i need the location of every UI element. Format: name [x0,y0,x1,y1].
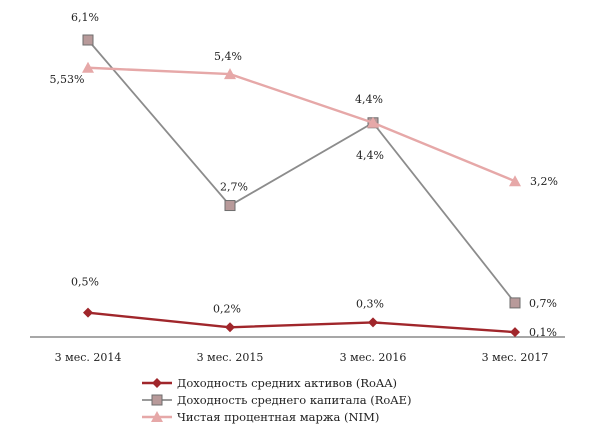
data-point [509,297,521,309]
data-point [368,317,378,328]
series-square: 6,1% 2,7% 4,4% 0,7% [71,11,557,310]
x-tick-label: 3 мес. 2015 [197,351,264,364]
legend-item-diamond: Доходность средних активов (RoAA) [142,376,397,390]
x-tick-label: 3 мес. 2014 [55,351,122,364]
data-label: 3,2% [530,175,558,188]
data-label: 4,4% [356,149,384,162]
data-point [367,116,379,128]
x-tick-label: 3 мес. 2016 [340,351,407,364]
x-tick-label: 3 мес. 2017 [482,351,549,364]
data-label: 6,1% [71,11,99,24]
data-point [82,34,94,46]
legend-item-square: Доходность среднего капитала (RoAE) [142,393,412,407]
data-point [82,61,94,73]
data-point [83,307,93,318]
legend-label: Чистая процентная маржа (NIM) [177,410,379,424]
data-label: 2,7% [220,181,248,194]
series-triangle: 5,53% 5,4% 4,4% 3,2% [50,50,558,188]
legend-label: Доходность средних активов (RoAA) [177,376,397,390]
legend-label: Доходность среднего капитала (RoAE) [177,393,412,407]
data-label: 0,2% [213,302,241,315]
data-point [224,200,236,212]
data-label: 5,4% [214,50,242,63]
series-line [87,66,516,183]
data-point [509,175,521,187]
data-label: 4,4% [355,93,383,106]
plot-area: 3 мес. 2014 3 мес. 2015 3 мес. 2016 3 мес. … [30,11,565,364]
data-label: 0,7% [529,297,557,310]
legend: Доходность средних активов (RoAA) Доходно… [142,376,412,424]
legend-item-triangle: Чистая процентная маржа (NIM) [142,410,379,424]
data-point [224,68,236,80]
series-diamond: 0,5% 0,2% 0,3% 0,1% [71,276,557,339]
data-label: 0,5% [71,276,99,289]
series-line [87,39,516,304]
legend-marker [151,411,163,422]
data-label: 5,53% [50,73,85,86]
data-label: 0,3% [356,297,384,310]
data-label: 0,1% [529,326,557,339]
data-point [225,322,235,333]
legend-marker [151,394,163,406]
series-line [87,311,516,334]
data-point [510,327,520,338]
legend-marker [152,378,162,388]
